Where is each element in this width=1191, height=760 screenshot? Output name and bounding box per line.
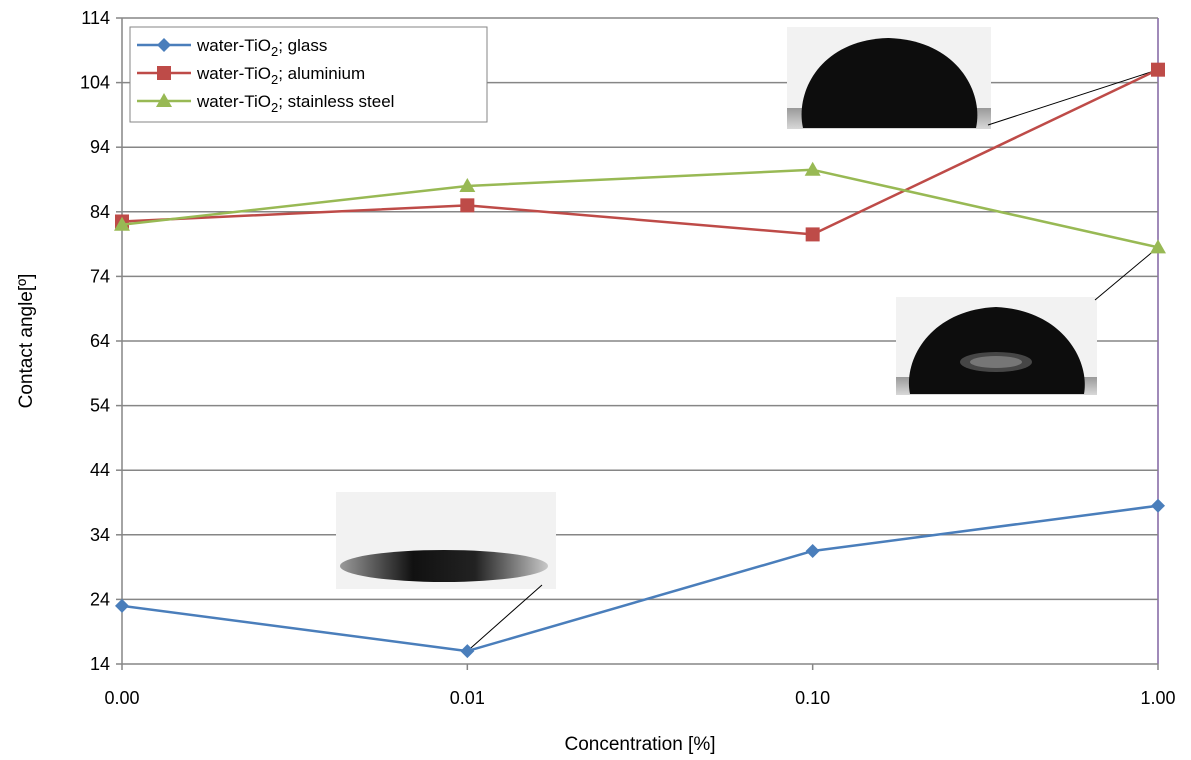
- x-tick-label: 0.01: [450, 688, 485, 708]
- x-tick-label: 0.00: [104, 688, 139, 708]
- legend: water-TiO2; glass water-TiO2; aluminium wa…: [129, 26, 488, 123]
- y-tick-label: 94: [90, 137, 110, 157]
- x-tick-label: 1.00: [1140, 688, 1175, 708]
- legend-label: water-TiO2; stainless steel: [196, 92, 394, 115]
- inset-pointer-line: [467, 584, 543, 652]
- series-line: [121, 68, 1159, 236]
- inset-pointer-line: [987, 69, 1159, 126]
- droplet-inset-stainless-steel: [896, 297, 1097, 395]
- series-2: [114, 161, 1166, 254]
- data-point: [1151, 62, 1165, 77]
- x-tick-labels: 0.00 0.01 0.10 1.00: [104, 664, 1176, 708]
- series-line: [121, 504, 1159, 653]
- data-point: [460, 644, 475, 659]
- droplet-inset-aluminium: [787, 27, 991, 129]
- data-point: [114, 216, 130, 231]
- y-tick-label: 64: [90, 331, 110, 351]
- y-tick-label: 14: [90, 654, 110, 674]
- data-point: [804, 161, 821, 176]
- x-tick-label: 0.10: [795, 688, 830, 708]
- legend-item: water-TiO2; glass: [137, 36, 327, 59]
- y-tick-label: 74: [90, 266, 110, 286]
- y-axis-title: Contact angle[º]: [16, 274, 37, 409]
- inset-pointer-line: [1094, 246, 1159, 301]
- y-tick-label: 24: [90, 589, 110, 609]
- legend-item: water-TiO2; stainless steel: [137, 92, 394, 115]
- x-axis-title: Concentration [%]: [564, 734, 715, 755]
- series-0: [115, 498, 1165, 659]
- y-tick-label: 84: [90, 202, 110, 222]
- legend-label: water-TiO2; glass: [196, 36, 327, 59]
- data-point: [459, 177, 476, 192]
- y-tick-label: 114: [81, 8, 110, 28]
- data-point: [1151, 498, 1165, 513]
- legend-label: water-TiO2; aluminium: [196, 64, 365, 87]
- legend-marker: [157, 38, 171, 52]
- series-line: [121, 168, 1159, 249]
- legend-marker: [157, 66, 171, 80]
- y-tick-labels: 14 24 34 44 54 64 74 84 94 104 114: [80, 8, 122, 674]
- legend-marker: [156, 93, 172, 107]
- y-tick-label: 34: [90, 525, 110, 545]
- y-tick-label: 54: [90, 396, 110, 416]
- legend-item: water-TiO2; aluminium: [137, 64, 365, 87]
- data-point: [115, 598, 129, 613]
- series-1: [115, 62, 1165, 242]
- y-tick-label: 44: [90, 460, 110, 480]
- data-point: [805, 543, 820, 558]
- data-point: [460, 198, 475, 213]
- y-tick-label: 104: [80, 73, 110, 93]
- inset-pointer-lines: [467, 69, 1159, 652]
- legend-box: [129, 26, 488, 123]
- data-point: [1150, 239, 1166, 254]
- droplet-inset-glass: [336, 492, 556, 589]
- data-point: [805, 227, 820, 242]
- series-layer: [114, 62, 1166, 659]
